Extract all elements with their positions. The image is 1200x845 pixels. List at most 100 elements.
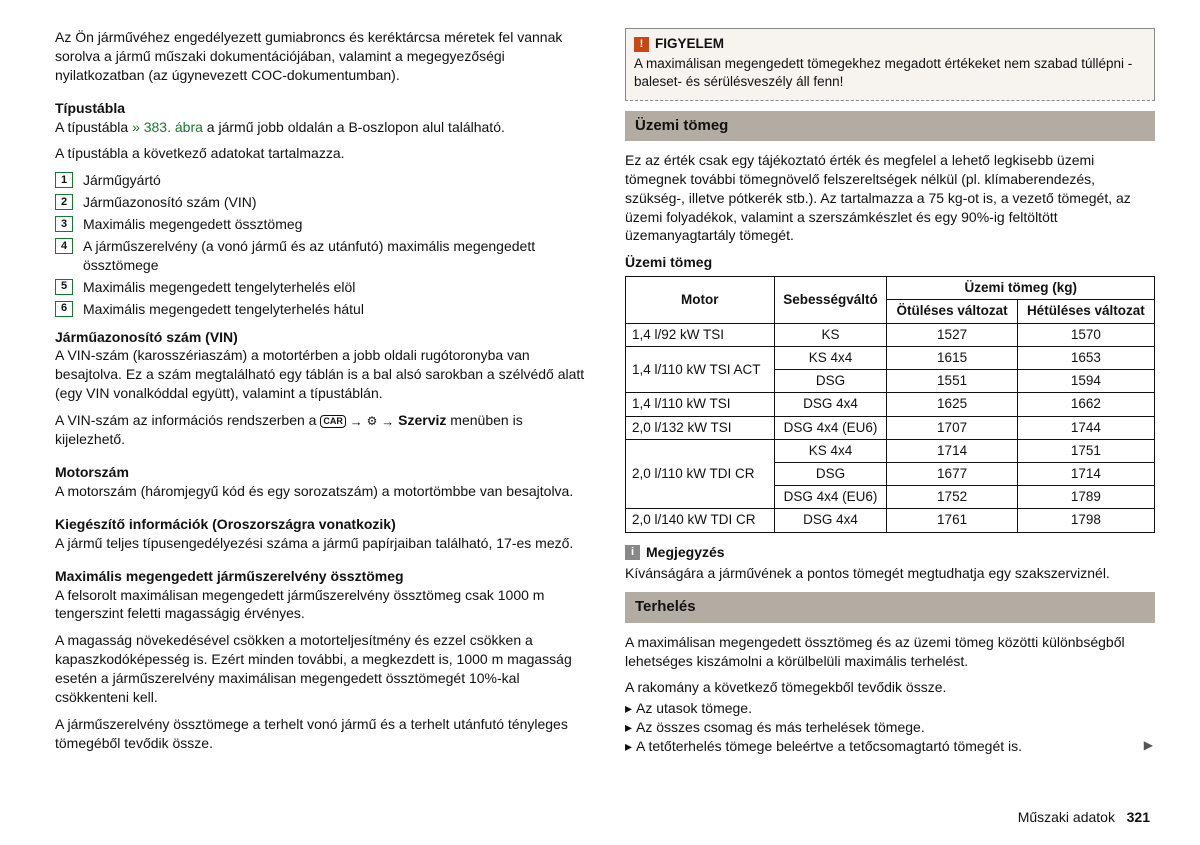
cell-motor: 1,4 l/110 kW TSI <box>626 393 775 416</box>
max-text1: A felsorolt maximálisan megengedett járm… <box>55 586 585 624</box>
cell-c1: 1615 <box>887 346 1017 369</box>
bullet-item: ▸Az összes csomag és más terhelések töme… <box>625 718 1155 737</box>
table-row: 1,4 l/92 kW TSI KS 1527 1570 <box>626 323 1155 346</box>
max-text3: A járműszerelvény össztömege a terhelt v… <box>55 715 585 753</box>
numbox: 6 <box>55 301 73 317</box>
cell-seb: DSG 4x4 (EU6) <box>774 416 887 439</box>
bullet-icon: ▸ <box>625 737 632 756</box>
numbox: 4 <box>55 238 73 254</box>
cell-c2: 1744 <box>1017 416 1154 439</box>
vin-heading: Járműazonosító szám (VIN) <box>55 328 585 347</box>
numbox: 3 <box>55 216 73 232</box>
list-item: 2 Járműazonosító szám (VIN) <box>55 193 585 212</box>
list-text: Maximális megengedett tengelyterhelés el… <box>83 278 585 297</box>
terheles-text2: A rakomány a következő tömegekből tevődi… <box>625 678 1155 697</box>
cell-c2: 1570 <box>1017 323 1154 346</box>
page-number: 321 <box>1127 809 1150 825</box>
max-heading: Maximális megengedett járműszerelvény ös… <box>55 567 585 586</box>
cell-motor: 2,0 l/132 kW TSI <box>626 416 775 439</box>
continue-icon: ▶ <box>1144 737 1153 753</box>
cell-c2: 1594 <box>1017 370 1154 393</box>
cell-motor: 1,4 l/110 kW TSI ACT <box>626 346 775 392</box>
table-caption: Üzemi tömeg <box>625 253 1155 272</box>
th-c2: Hétüléses változat <box>1017 300 1154 323</box>
cell-motor: 1,4 l/92 kW TSI <box>626 323 775 346</box>
cell-seb: DSG 4x4 <box>774 393 887 416</box>
table-row: 2,0 l/140 kW TDI CR DSG 4x4 1761 1798 <box>626 509 1155 532</box>
tipustabla-line1: A típustábla » 383. ábra a jármű jobb ol… <box>55 118 585 137</box>
cell-c2: 1714 <box>1017 463 1154 486</box>
warning-body: A maximálisan megengedett tömegekhez meg… <box>634 55 1146 91</box>
arrow-icon: → <box>381 413 394 431</box>
motor-heading: Motorszám <box>55 463 585 482</box>
cell-seb: KS <box>774 323 887 346</box>
numbered-list: 1Járműgyártó 2Járműazonosító szám (VIN) … <box>55 171 585 318</box>
cell-c1: 1625 <box>887 393 1017 416</box>
list-text: Maximális megengedett össztömeg <box>83 215 585 234</box>
th-c1: Ötüléses változat <box>887 300 1017 323</box>
note-title-text: Megjegyzés <box>646 543 725 562</box>
motor-text: A motorszám (háromjegyű kód és egy soroz… <box>55 482 585 501</box>
bullet-text: Az összes csomag és más terhelések tömeg… <box>636 718 925 737</box>
uzemi-text: Ez az érték csak egy tájékoztató érték é… <box>625 151 1155 245</box>
tipustabla-line2: A típustábla a következő adatokat tartal… <box>55 144 585 163</box>
cell-seb: DSG 4x4 (EU6) <box>774 486 887 509</box>
bullet-item: ▸A tetőterhelés tömege beleértve a tetőc… <box>625 737 1155 756</box>
list-text: Járműgyártó <box>83 171 585 190</box>
list-item: 1Járműgyártó <box>55 171 585 190</box>
table-row: 2,0 l/132 kW TSI DSG 4x4 (EU6) 1707 1744 <box>626 416 1155 439</box>
warning-icon: ! <box>634 37 649 52</box>
cell-c2: 1662 <box>1017 393 1154 416</box>
table-row: 2,0 l/110 kW TDI CR KS 4x4 1714 1751 <box>626 439 1155 462</box>
bullet-text: A tetőterhelés tömege beleértve a tetőcs… <box>636 737 1022 756</box>
th-uzemi: Üzemi tömeg (kg) <box>887 277 1155 300</box>
cell-motor: 2,0 l/110 kW TDI CR <box>626 439 775 509</box>
th-seb: Sebességváltó <box>774 277 887 323</box>
cell-motor: 2,0 l/140 kW TDI CR <box>626 509 775 532</box>
cell-c1: 1707 <box>887 416 1017 439</box>
tipustabla-1a: A típustábla <box>55 119 132 135</box>
note-heading: i Megjegyzés <box>625 543 1155 562</box>
list-item: 6Maximális megengedett tengelyterhelés h… <box>55 300 585 319</box>
section-uzemi: Üzemi tömeg <box>625 111 1155 141</box>
footer-label: Műszaki adatok <box>1018 809 1115 825</box>
intro-text: Az Ön járművéhez engedélyezett gumiabron… <box>55 28 585 85</box>
cell-c2: 1751 <box>1017 439 1154 462</box>
list-item: 4A járműszerelvény (a vonó jármű és az u… <box>55 237 585 275</box>
numbox: 2 <box>55 194 73 210</box>
page-footer: Műszaki adatok 321 <box>1018 808 1150 827</box>
max-text2: A magasság növekedésével csökken a motor… <box>55 631 585 707</box>
car-icon: CAR <box>320 415 346 428</box>
cell-seb: DSG <box>774 463 887 486</box>
arrow-icon: → <box>350 413 363 431</box>
cell-c1: 1551 <box>887 370 1017 393</box>
cell-seb: DSG 4x4 <box>774 509 887 532</box>
warning-title: FIGYELEM <box>655 35 724 53</box>
list-item: 3 Maximális megengedett össztömeg <box>55 215 585 234</box>
note-body: Kívánságára a járművének a pontos tömegé… <box>625 564 1155 583</box>
bullet-text: Az utasok tömege. <box>636 699 752 718</box>
left-column: Az Ön járművéhez engedélyezett gumiabron… <box>55 28 585 761</box>
cell-c1: 1752 <box>887 486 1017 509</box>
cell-c2: 1789 <box>1017 486 1154 509</box>
cell-seb: DSG <box>774 370 887 393</box>
gear-icon: ⚙ <box>367 413 378 429</box>
tipustabla-heading: Típustábla <box>55 99 585 118</box>
cell-c1: 1527 <box>887 323 1017 346</box>
terheles-text1: A maximálisan megengedett össztömeg és a… <box>625 633 1155 671</box>
warning-box: ! FIGYELEM A maximálisan megengedett töm… <box>625 28 1155 101</box>
section-terheles: Terhelés <box>625 592 1155 622</box>
tipustabla-1b: a jármű jobb oldalán a B-oszlopon alul t… <box>203 119 505 135</box>
kieg-heading: Kiegészítő információk (Oroszországra vo… <box>55 515 585 534</box>
list-text: Járműazonosító szám (VIN) <box>83 193 585 212</box>
kieg-text: A jármű teljes típusengedélyezési száma … <box>55 534 585 553</box>
vin-text1: A VIN-szám (karosszériaszám) a motortérb… <box>55 346 585 403</box>
cell-c1: 1761 <box>887 509 1017 532</box>
numbox: 5 <box>55 279 73 295</box>
fig-link[interactable]: » 383. ábra <box>132 119 203 135</box>
cell-c2: 1798 <box>1017 509 1154 532</box>
serviz-label: Szerviz <box>394 412 446 428</box>
bullet-icon: ▸ <box>625 718 632 737</box>
vin-2a: A VIN-szám az információs rendszerben a <box>55 412 320 428</box>
bullet-item: ▸Az utasok tömege. <box>625 699 1155 718</box>
